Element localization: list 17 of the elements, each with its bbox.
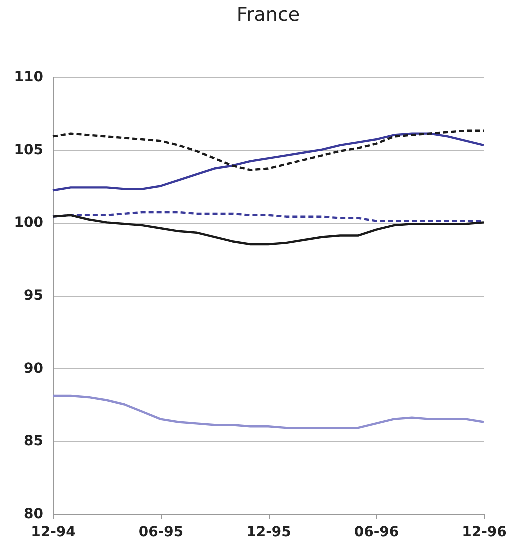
- y-tick-label: 90: [24, 360, 44, 377]
- line-series: [52, 394, 486, 430]
- y-tick-label: 85: [24, 434, 44, 450]
- y-tick-label: 110: [14, 70, 44, 86]
- y-tick-label: 95: [24, 288, 44, 304]
- y-tick-label: 80: [24, 506, 44, 522]
- x-tick-label: 12-95: [246, 524, 292, 540]
- x-tick-label: 06-95: [138, 524, 184, 540]
- y-tick-label: 100: [14, 215, 44, 232]
- line-series: [52, 214, 486, 246]
- line-series: [52, 130, 486, 172]
- line-series: [52, 132, 486, 192]
- x-tick-label: 12-96: [462, 524, 507, 540]
- chart-title: France: [236, 4, 300, 26]
- y-tick-label: 105: [14, 142, 44, 158]
- x-tick-label: 06-96: [354, 524, 400, 540]
- x-tick-label: 12-94: [31, 524, 76, 540]
